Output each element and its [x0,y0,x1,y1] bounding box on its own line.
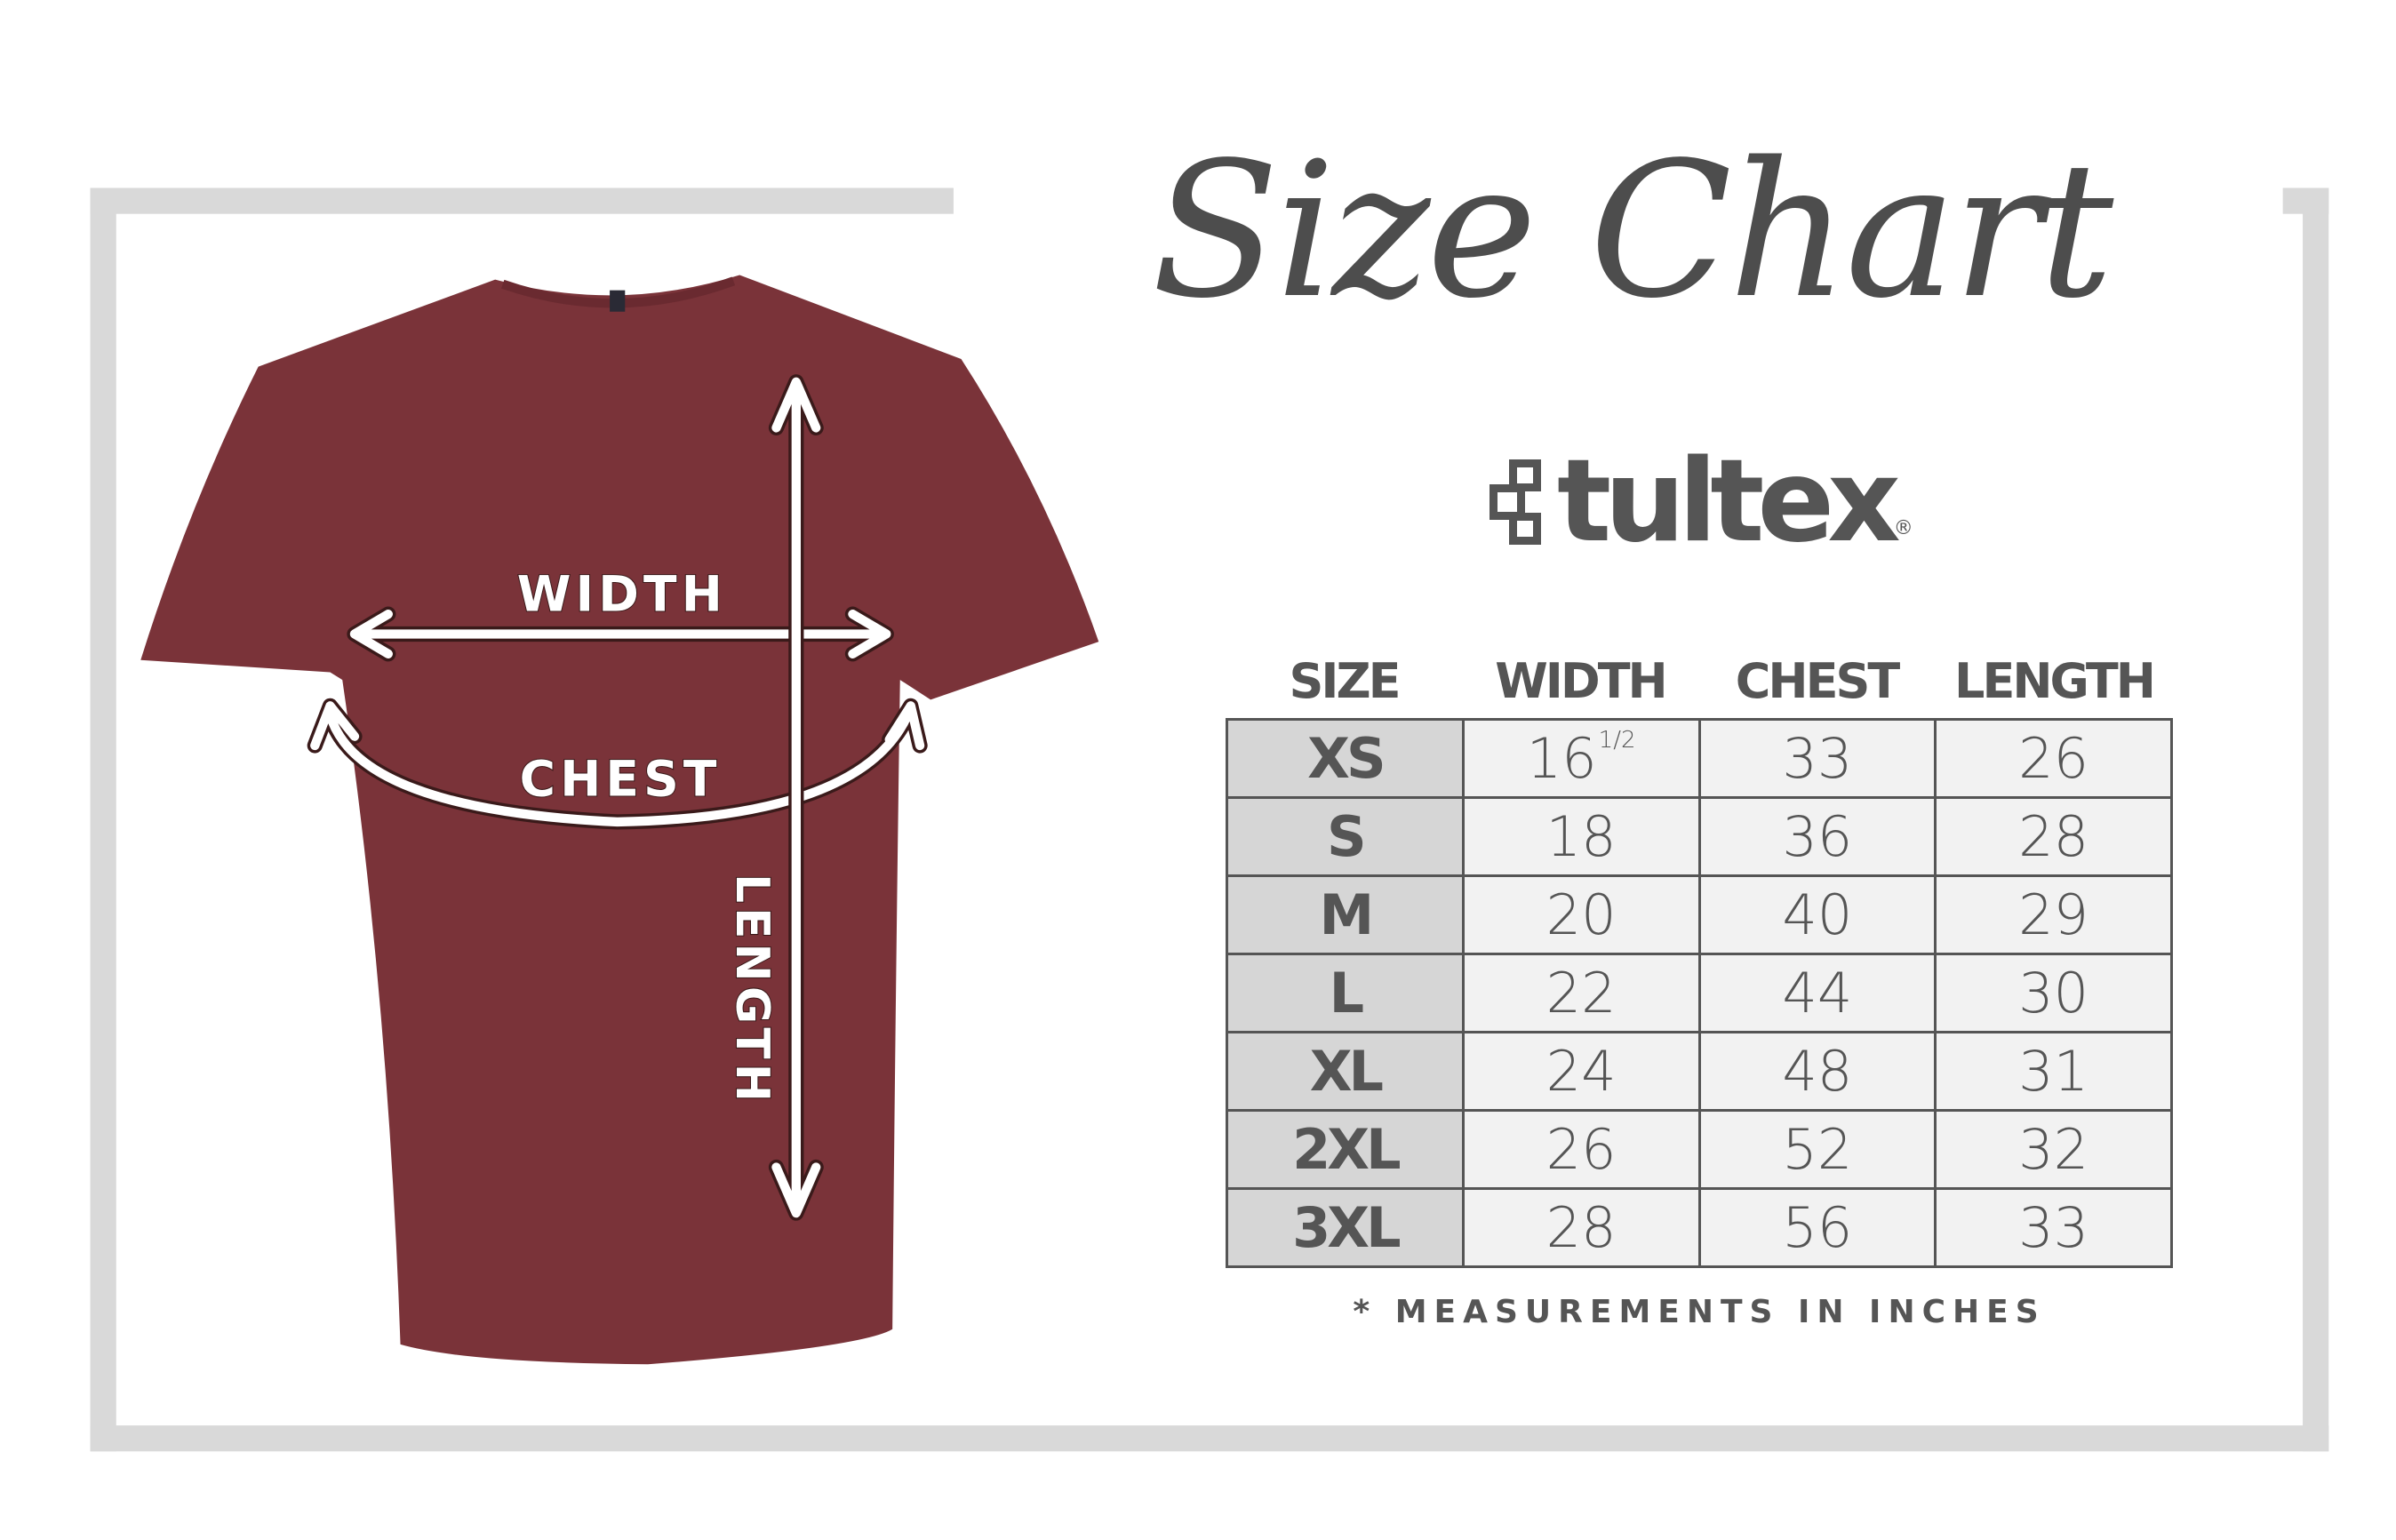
length-cell: 30 [1934,953,2173,1033]
length-cell: 33 [1934,1187,2173,1268]
width-value: 24 [1545,1039,1617,1104]
header-chest: CHEST [1735,653,1900,709]
size-value: S [1327,804,1367,869]
chest-value: 52 [1782,1117,1853,1182]
registered-mark: ® [1893,517,1913,539]
width-cell: 22 [1461,953,1701,1033]
chest-value: 33 [1782,726,1853,791]
length-value: 32 [2018,1117,2089,1182]
chest-value: 36 [1782,804,1853,869]
width-cell: 161/2 [1461,718,1701,799]
length-value: 30 [2018,961,2089,1025]
width-value: 16 [1526,726,1597,791]
page-title: Size Chart [1151,122,2114,339]
chest-cell: 40 [1697,874,1937,955]
size-value: 2XL [1292,1117,1401,1182]
chest-cell: 56 [1697,1187,1937,1268]
length-value: 33 [2018,1195,2089,1260]
width-cell: 18 [1461,796,1701,877]
brand-name: tultex [1557,435,1901,568]
size-table: XS 161/2 33 26 S 18 36 28 M 20 40 29 L 22 44 30 XL 24 48 31… [1226,718,2173,1268]
table-header: SIZE WIDTH CHEST LENGTH [1226,653,2173,709]
size-value: M [1319,882,1375,947]
table-row: 3XL 28 56 33 [1226,1187,2173,1268]
brand-logo: tultex ® [1490,435,1913,568]
size-cell: XS [1226,718,1465,799]
length-cell: 26 [1934,718,2173,799]
width-cell: 26 [1461,1109,1701,1190]
size-cell: M [1226,874,1465,955]
length-value: 31 [2018,1039,2089,1104]
tultex-logo-icon [1490,459,1548,545]
width-value: 28 [1545,1195,1617,1260]
length-cell: 29 [1934,874,2173,955]
width-cell: 24 [1461,1031,1701,1112]
chest-cell: 33 [1697,718,1937,799]
length-cell: 31 [1934,1031,2173,1112]
chest-label: CHEST [520,751,722,808]
chest-cell: 48 [1697,1031,1937,1112]
table-row: S 18 36 28 [1226,796,2173,877]
width-value: 20 [1545,882,1617,947]
length-cell: 28 [1934,796,2173,877]
table-row: L 22 44 30 [1226,953,2173,1033]
chest-cell: 52 [1697,1109,1937,1190]
size-cell: S [1226,796,1465,877]
size-cell: L [1226,953,1465,1033]
length-value: 26 [2018,726,2089,791]
header-length: LENGTH [1954,653,2156,709]
chest-arrow [307,698,928,830]
frame [90,188,2329,1452]
size-cell: 3XL [1226,1187,1465,1268]
length-value: 28 [2018,804,2089,869]
width-value: 26 [1545,1117,1617,1182]
width-value: 22 [1545,961,1617,1025]
chest-cell: 36 [1697,796,1937,877]
table-row: XS 161/2 33 26 [1226,718,2173,799]
length-label: LENGTH [725,874,779,1106]
width-label: WIDTH [517,566,727,623]
header-width: WIDTH [1495,653,1668,709]
size-value: L [1329,961,1364,1025]
chest-cell: 44 [1697,953,1937,1033]
chest-value: 40 [1782,882,1853,947]
size-cell: 2XL [1226,1109,1465,1190]
chest-value: 48 [1782,1039,1853,1104]
size-cell: XL [1226,1031,1465,1112]
table-row: XL 24 48 31 [1226,1031,2173,1112]
width-fraction: 1/2 [1598,727,1636,754]
table-row: 2XL 26 52 32 [1226,1109,2173,1190]
width-cell: 28 [1461,1187,1701,1268]
footnote: * MEASUREMENTS IN INCHES [1353,1294,2046,1330]
width-value: 18 [1545,804,1617,869]
width-cell: 20 [1461,874,1701,955]
size-value: 3XL [1292,1195,1401,1260]
size-value: XS [1307,726,1386,791]
header-size: SIZE [1289,653,1401,709]
length-cell: 32 [1934,1109,2173,1190]
table-row: M 20 40 29 [1226,874,2173,955]
chest-value: 44 [1782,961,1853,1025]
length-arrow [768,374,824,1221]
length-value: 29 [2018,882,2089,947]
size-value: XL [1309,1039,1384,1104]
chest-value: 56 [1782,1195,1853,1260]
